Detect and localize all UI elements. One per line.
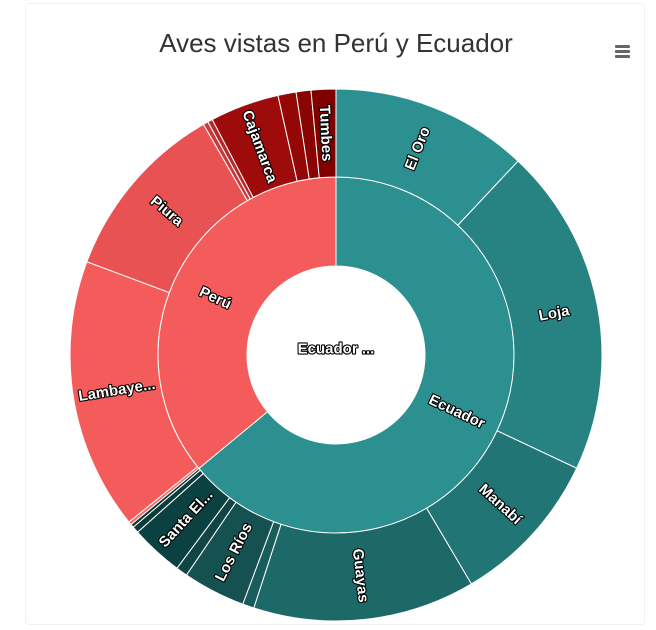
root-label: Ecuador ... (298, 341, 375, 358)
segment-label-tumbes: Tumbes (316, 105, 336, 162)
